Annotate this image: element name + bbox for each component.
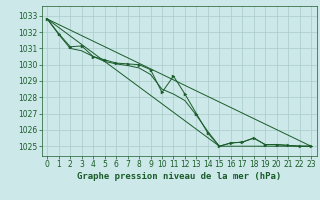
X-axis label: Graphe pression niveau de la mer (hPa): Graphe pression niveau de la mer (hPa) (77, 172, 281, 181)
